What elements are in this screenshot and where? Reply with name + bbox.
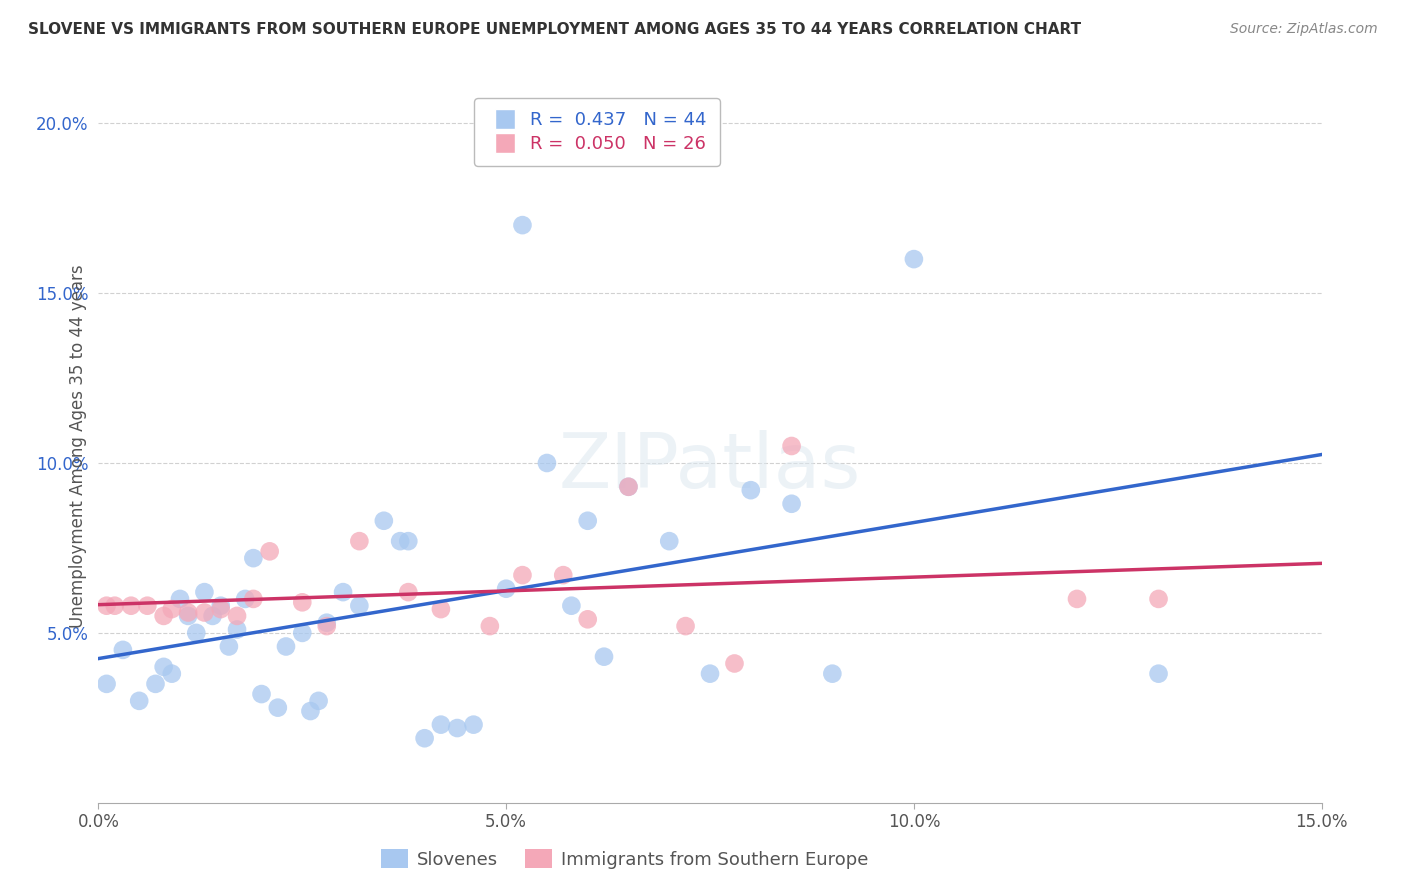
Point bbox=[478, 619, 501, 633]
Point bbox=[299, 704, 322, 718]
Point bbox=[242, 551, 264, 566]
Point bbox=[120, 599, 142, 613]
Point bbox=[193, 585, 215, 599]
Point bbox=[536, 456, 558, 470]
Text: SLOVENE VS IMMIGRANTS FROM SOUTHERN EUROPE UNEMPLOYMENT AMONG AGES 35 TO 44 YEAR: SLOVENE VS IMMIGRANTS FROM SOUTHERN EURO… bbox=[28, 22, 1081, 37]
Point bbox=[658, 534, 681, 549]
Point bbox=[560, 599, 582, 613]
Point bbox=[617, 480, 640, 494]
Point bbox=[593, 649, 616, 664]
Point bbox=[145, 677, 167, 691]
Point bbox=[226, 608, 249, 623]
Point bbox=[512, 218, 534, 232]
Point bbox=[136, 599, 159, 613]
Point bbox=[699, 666, 721, 681]
Point bbox=[177, 608, 200, 623]
Legend: Slovenes, Immigrants from Southern Europe: Slovenes, Immigrants from Southern Europ… bbox=[373, 842, 876, 876]
Point bbox=[723, 657, 745, 671]
Point bbox=[430, 602, 453, 616]
Point bbox=[186, 626, 208, 640]
Point bbox=[903, 252, 925, 266]
Point bbox=[463, 717, 485, 731]
Point bbox=[209, 602, 232, 616]
Point bbox=[96, 677, 118, 691]
Point bbox=[160, 602, 183, 616]
Point bbox=[617, 480, 640, 494]
Point bbox=[209, 599, 232, 613]
Point bbox=[250, 687, 273, 701]
Point bbox=[152, 608, 174, 623]
Point bbox=[821, 666, 844, 681]
Text: ZIPatlas: ZIPatlas bbox=[558, 431, 862, 504]
Point bbox=[169, 591, 191, 606]
Point bbox=[259, 544, 281, 558]
Y-axis label: Unemployment Among Ages 35 to 44 years: Unemployment Among Ages 35 to 44 years bbox=[69, 264, 87, 628]
Point bbox=[446, 721, 468, 735]
Point bbox=[291, 626, 314, 640]
Point bbox=[495, 582, 517, 596]
Point bbox=[233, 591, 256, 606]
Point bbox=[160, 666, 183, 681]
Point bbox=[201, 608, 224, 623]
Point bbox=[373, 514, 395, 528]
Point bbox=[512, 568, 534, 582]
Point bbox=[332, 585, 354, 599]
Point bbox=[267, 700, 290, 714]
Point bbox=[274, 640, 297, 654]
Point bbox=[128, 694, 150, 708]
Point bbox=[740, 483, 762, 498]
Point bbox=[349, 534, 371, 549]
Point bbox=[389, 534, 412, 549]
Point bbox=[315, 615, 337, 630]
Point bbox=[413, 731, 436, 746]
Point bbox=[218, 640, 240, 654]
Point bbox=[553, 568, 575, 582]
Point bbox=[308, 694, 330, 708]
Point bbox=[152, 660, 174, 674]
Point bbox=[1066, 591, 1088, 606]
Point bbox=[1147, 591, 1170, 606]
Text: Source: ZipAtlas.com: Source: ZipAtlas.com bbox=[1230, 22, 1378, 37]
Point bbox=[576, 612, 599, 626]
Point bbox=[1147, 666, 1170, 681]
Point bbox=[576, 514, 599, 528]
Point bbox=[430, 717, 453, 731]
Point bbox=[111, 643, 134, 657]
Point bbox=[315, 619, 337, 633]
Point bbox=[177, 606, 200, 620]
Point bbox=[780, 439, 803, 453]
Point bbox=[96, 599, 118, 613]
Point bbox=[349, 599, 371, 613]
Point bbox=[396, 534, 419, 549]
Point bbox=[780, 497, 803, 511]
Point bbox=[193, 606, 215, 620]
Point bbox=[396, 585, 419, 599]
Point bbox=[104, 599, 127, 613]
Point bbox=[226, 623, 249, 637]
Point bbox=[675, 619, 697, 633]
Point bbox=[242, 591, 264, 606]
Point bbox=[291, 595, 314, 609]
